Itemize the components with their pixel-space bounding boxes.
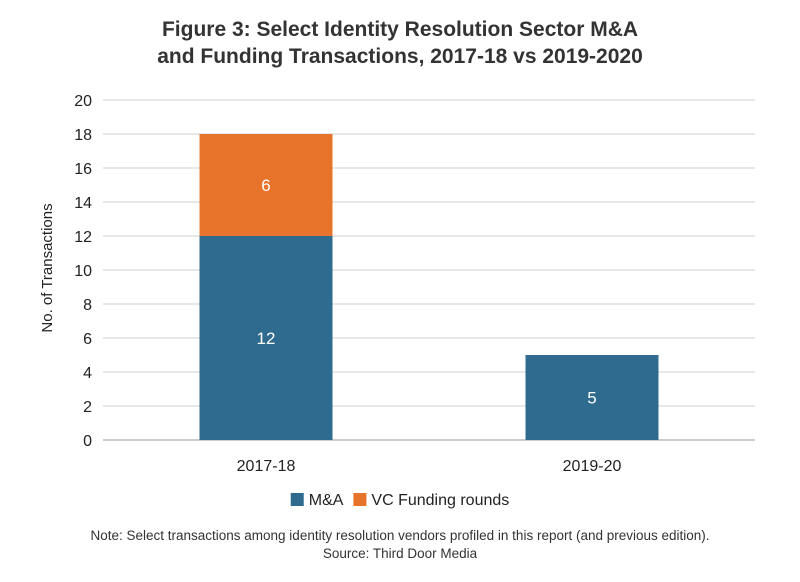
chart-title-line-1: Figure 3: Select Identity Resolution Sec… (161, 18, 639, 41)
legend-item: VC Funding rounds (353, 492, 509, 509)
note-text: Note: Select transactions among identity… (90, 528, 710, 543)
bars: 12 6 5 (199, 134, 659, 440)
bar-segment (525, 355, 659, 440)
y-axis-label: No. of Transactions (39, 203, 56, 332)
y-tick-label: 2 (83, 399, 92, 416)
x-tick-label: 2017-18 (237, 458, 296, 475)
legend-swatch (353, 493, 367, 506)
bar-segment (199, 236, 333, 440)
y-axis-ticks: 0 2 4 6 8 10 12 14 16 18 20 (74, 93, 92, 450)
legend-label: VC Funding rounds (371, 492, 509, 509)
chart-title: Figure 3: Select Identity Resolution Sec… (0, 16, 800, 70)
x-tick-label: 2019-20 (563, 458, 622, 475)
legend-label: M&A (309, 492, 344, 509)
legend-item: M&A (290, 492, 344, 509)
chart-title-line-2: and Funding Transactions, 2017-18 vs 201… (157, 45, 643, 68)
x-axis-ticks: 2017-18 2019-20 (237, 458, 622, 475)
y-tick-label: 20 (74, 93, 92, 110)
y-tick-label: 10 (74, 263, 92, 280)
y-tick-label: 4 (83, 365, 92, 382)
stacked-bar-chart: 0 2 4 6 8 10 12 14 16 18 20 12 6 5 2017-18 2019-20 No… (39, 93, 755, 509)
data-label: 12 (257, 329, 276, 348)
y-tick-label: 6 (83, 331, 92, 348)
bar-segment (199, 134, 333, 236)
y-tick-label: 14 (74, 195, 92, 212)
legend: M&A VC Funding rounds (290, 492, 509, 509)
legend-swatch (290, 493, 304, 506)
y-tick-label: 18 (74, 127, 92, 144)
data-label: 5 (587, 389, 596, 408)
chart-note: Note: Select transactions among identity… (0, 527, 800, 563)
source-text: Source: Third Door Media (322, 546, 478, 561)
y-tick-label: 16 (74, 161, 92, 178)
data-label: 6 (261, 176, 270, 195)
y-tick-label: 8 (83, 297, 92, 314)
y-tick-label: 12 (74, 229, 92, 246)
y-tick-label: 0 (83, 433, 92, 450)
